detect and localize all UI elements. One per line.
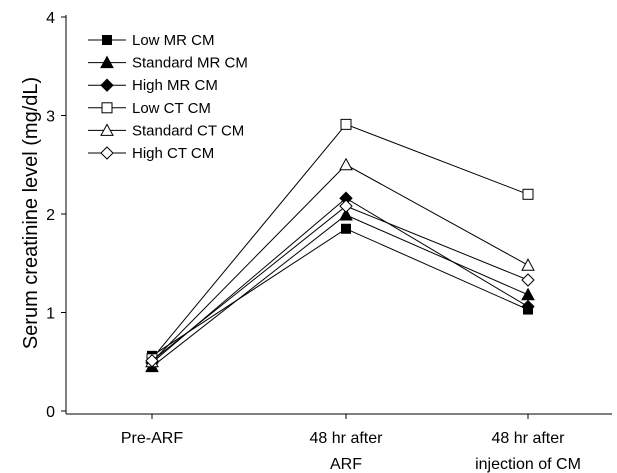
data-point-diamond <box>521 273 535 287</box>
data-point-diamond <box>339 199 353 213</box>
series-high-mr-cm <box>145 191 535 370</box>
series-line <box>151 197 529 364</box>
legend-label: Standard CT CM <box>132 122 244 139</box>
legend-item: Standard CT CM <box>88 122 244 139</box>
legend-label: High MR CM <box>132 77 218 94</box>
legend-marker-diamond <box>100 78 114 92</box>
data-point-triangle <box>521 287 535 301</box>
y-tick-label: 2 <box>46 207 55 224</box>
y-axis-title: Serum creatinine level (mg/dL) <box>20 77 42 349</box>
data-point-square <box>341 223 351 234</box>
x-tick-label: 48 hr after ARF <box>310 430 384 473</box>
axes: 0 1 2 3 4 Pre-ARF 48 hr after ARF 48 hr after inj… <box>46 10 612 473</box>
data-point-diamond <box>145 354 159 368</box>
data-point-square <box>522 188 534 200</box>
data-point-triangle <box>339 207 353 221</box>
legend-label: High CT CM <box>132 145 214 162</box>
legend-label: Low CT CM <box>132 100 211 117</box>
legend-label: Low MR CM <box>132 32 215 49</box>
series-high-ct-cm <box>145 199 535 368</box>
legend-item: High CT CM <box>88 145 214 162</box>
data-point-triangle <box>521 258 535 271</box>
legend-marker-square <box>102 35 112 45</box>
series-group <box>145 118 535 373</box>
series-standard-mr-cm <box>145 207 535 373</box>
legend-label: Standard MR CM <box>132 55 248 72</box>
y-tick-label: 0 <box>46 404 55 421</box>
legend-item: Standard MR CM <box>88 55 248 72</box>
y-tick-label: 4 <box>46 10 55 27</box>
x-tick-label: Pre-ARF <box>121 430 183 447</box>
legend-item: High MR CM <box>88 77 218 94</box>
legend: Low MR CM Standard MR CM High MR CM Low CT … <box>88 32 248 162</box>
legend-marker-square <box>101 102 113 114</box>
legend-marker-diamond <box>100 146 114 160</box>
series-line <box>151 228 529 357</box>
data-point-square <box>340 118 352 130</box>
x-tick-label: 48 hr after injection of CM <box>475 430 581 473</box>
legend-item: Low MR CM <box>88 32 215 49</box>
data-point-triangle <box>339 157 353 171</box>
series-line <box>151 164 529 363</box>
series-low-mr-cm <box>147 223 533 361</box>
y-tick-label: 1 <box>46 306 55 323</box>
series-line <box>151 205 529 362</box>
y-tick-label: 3 <box>46 109 55 126</box>
data-point-diamond <box>521 299 535 314</box>
series-standard-ct-cm <box>145 157 535 368</box>
legend-marker-triangle <box>100 123 114 136</box>
legend-marker-triangle <box>100 55 114 69</box>
legend-item: Low CT CM <box>88 100 211 117</box>
